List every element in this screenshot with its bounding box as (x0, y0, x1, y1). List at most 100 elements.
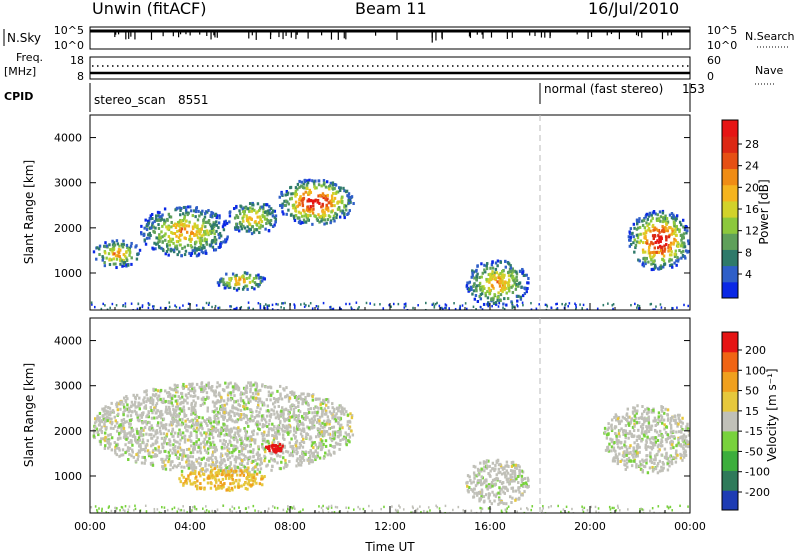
velocity-echo-cell (506, 480, 509, 484)
velocity-echo-cell (512, 463, 515, 467)
velocity-echo-cell (243, 457, 246, 461)
power-echo-cell (200, 212, 203, 216)
power-echo-cell (503, 286, 506, 290)
power-echo-cell (230, 276, 233, 280)
velocity-echo-cell (309, 426, 313, 430)
velocity-echo-cell (249, 417, 252, 421)
velocity-echo-cell (182, 408, 186, 412)
velocity-echo-cell (146, 413, 149, 417)
power-echo-cell (676, 259, 680, 263)
power-echo-cell (483, 287, 486, 291)
power-echo-cell (317, 179, 321, 183)
velocity-echo-cell (211, 458, 214, 462)
power-echo-cell (241, 216, 244, 220)
velocity-echo-cell (182, 475, 185, 479)
velocity-echo-cell (311, 421, 315, 425)
velocity-echo-cell (226, 393, 230, 397)
velocity-echo-cell (225, 466, 228, 470)
velocity-echo-cell (187, 459, 191, 463)
velocity-echo-cell (195, 382, 199, 386)
velocity-echo-cell (334, 416, 337, 420)
velocity-echo-cell (272, 440, 276, 444)
power-echo-cell (633, 238, 636, 242)
power-echo-cell (484, 291, 487, 295)
power-echo-cell (344, 204, 348, 208)
velocity-echo-cell (632, 449, 635, 453)
velocity-echo-cell (201, 416, 204, 420)
velocity-echo-cell (520, 483, 523, 487)
power-echo-cell (239, 224, 243, 228)
velocity-echo-cell (339, 417, 343, 421)
velocity-echo-cell (266, 404, 270, 408)
power-echo-cell (654, 212, 657, 216)
velocity-echo-cell (317, 406, 320, 410)
velocity-echo-cell (254, 477, 257, 481)
power-echo-cell (642, 250, 645, 254)
power-echo-cell (647, 249, 651, 253)
velocity-echo-cell (220, 429, 223, 433)
velocity-echo-cell (680, 430, 683, 434)
power-echo-cell (257, 302, 260, 305)
velocity-echo-cell (128, 452, 131, 456)
velocity-echo-cell (220, 486, 223, 490)
power-echo-cell (191, 231, 195, 235)
velocity-echo-cell (246, 437, 249, 441)
velocity-echo-cell (343, 412, 346, 416)
velocity-echo-cell (169, 463, 172, 467)
velocity-echo-cell (235, 407, 238, 411)
velocity-echo-cell (276, 425, 279, 429)
velocity-echo-cell (299, 422, 303, 426)
velocity-echo-cell (473, 476, 476, 480)
velocity-echo-cell (238, 417, 242, 421)
velocity-echo-cell (620, 419, 623, 423)
velocity-echo-cell (154, 430, 157, 434)
velocity-echo-cell (488, 494, 491, 498)
power-echo-cell (519, 297, 523, 301)
velocity-echo-cell (152, 398, 155, 402)
velocity-echo-cell (250, 414, 254, 418)
velocity-echo-cell (669, 442, 673, 446)
velocity-echo-cell (288, 396, 292, 400)
power-echo-cell (226, 235, 229, 239)
power-echo-cell (665, 227, 668, 231)
velocity-echo-cell (212, 420, 216, 424)
velocity-echo-cell (164, 399, 167, 403)
velocity-echo-cell (253, 440, 256, 444)
velocity-echo-cell (276, 447, 280, 451)
power-echo-cell (668, 257, 672, 261)
velocity-echo-cell (520, 493, 523, 497)
power-echo-cell (204, 251, 208, 255)
power-echo-cell (193, 222, 196, 226)
velocity-echo-cell (317, 417, 320, 421)
power-echo-cell (502, 275, 506, 279)
velocity-echo-cell (203, 401, 206, 405)
power-echo-cell (475, 284, 479, 288)
velocity-echo-cell (299, 459, 302, 463)
velocity-echo-cell (210, 386, 213, 390)
power-echo-cell (275, 302, 277, 306)
velocity-echo-cell (141, 421, 144, 425)
velocity-echo-cell (233, 485, 237, 489)
power-echo-cell (464, 302, 467, 305)
velocity-echo-cell (215, 461, 218, 465)
power-echo-cell (479, 297, 483, 301)
power-echo-cell (317, 305, 320, 308)
power-echo-cell (157, 223, 160, 227)
velocity-echo-cell (244, 387, 247, 391)
velocity-echo-cell (203, 487, 206, 491)
power-echo-cell (292, 214, 296, 218)
velocity-echo-cell (506, 464, 509, 468)
velocity-echo-cell (339, 430, 342, 434)
power-echo-cell (473, 276, 476, 280)
velocity-echo-cell (320, 430, 323, 434)
velocity-echo-cell (205, 391, 209, 395)
power-echo-cell (495, 271, 499, 275)
velocity-echo-cell (322, 442, 325, 446)
power-echo-cell (341, 209, 345, 213)
velocity-echo-cell (231, 410, 234, 414)
velocity-echo-cell (279, 467, 282, 471)
power-echo-cell (312, 204, 315, 208)
velocity-echo-cell (173, 394, 177, 398)
power-echo-cell (497, 273, 501, 277)
velocity-echo-cell (233, 464, 236, 468)
